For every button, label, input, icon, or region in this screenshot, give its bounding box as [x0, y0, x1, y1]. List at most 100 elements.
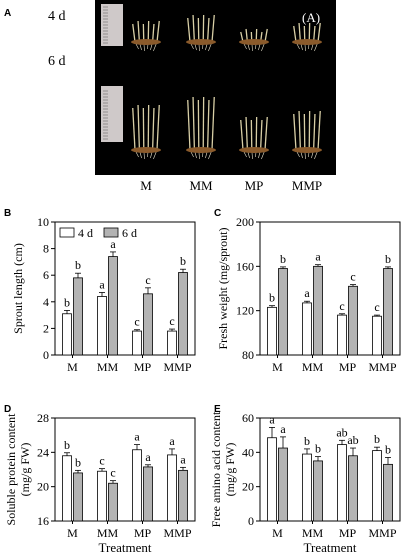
- x-axis-label: Treatment: [99, 540, 152, 554]
- significance-letter: b: [269, 291, 275, 305]
- sprout-seeds: [186, 147, 216, 153]
- sprout-seeds: [292, 39, 322, 45]
- bar: [74, 473, 83, 521]
- bar: [279, 269, 288, 355]
- bar: [338, 315, 347, 355]
- significance-letter: b: [75, 455, 81, 469]
- bar: [303, 303, 312, 355]
- bar: [144, 294, 153, 355]
- bar: [98, 471, 107, 521]
- x-tick-label: M: [272, 360, 283, 374]
- y-tick-label: 160: [236, 259, 254, 273]
- day-label-6d: 6 d: [48, 54, 66, 69]
- legend-swatch: [104, 228, 118, 237]
- significance-letter: c: [145, 273, 150, 287]
- significance-letter: c: [374, 300, 379, 314]
- ruler-bottom: [101, 86, 123, 142]
- bar: [314, 461, 323, 521]
- sprout-seeds: [186, 39, 216, 45]
- bar: [349, 456, 358, 521]
- y-tick-label: 20: [37, 480, 49, 494]
- panel-letter-d: D: [4, 404, 11, 415]
- y-tick-label: 200: [236, 215, 254, 229]
- significance-letter: a: [304, 286, 310, 300]
- photo-treatment-label-mm: MM: [189, 178, 213, 193]
- significance-letter: b: [385, 442, 391, 456]
- y-tick-label: 2: [43, 321, 49, 335]
- panel-letter-a: A: [4, 8, 11, 19]
- x-axis-label: Treatment: [304, 540, 357, 554]
- x-tick-label: MM: [97, 360, 119, 374]
- significance-letter: b: [280, 252, 286, 266]
- significance-letter: b: [385, 252, 391, 266]
- bar: [384, 464, 393, 521]
- bar: [268, 438, 277, 521]
- x-tick-label: MP: [339, 360, 357, 374]
- y-tick-label: 8: [43, 242, 49, 256]
- x-tick-label: M: [272, 526, 283, 540]
- day-label-4d: 4 d: [48, 9, 66, 24]
- chart-panel-d: D 16 20 24 28 Soluble protein content(mg/g FW…: [4, 404, 195, 554]
- sprout-seeds: [239, 39, 269, 45]
- significance-letter: a: [110, 237, 116, 251]
- x-tick-label: MMP: [368, 526, 396, 540]
- bar: [338, 445, 347, 521]
- x-tick-label: MP: [134, 526, 152, 540]
- bar: [349, 286, 358, 355]
- significance-letter: c: [134, 315, 139, 329]
- significance-letter: c: [99, 454, 104, 468]
- legend-label: 4 d: [78, 226, 93, 240]
- bar: [109, 483, 118, 521]
- photo-treatment-label-mp: MP: [245, 178, 264, 193]
- bar: [373, 451, 382, 521]
- y-tick-label: 40: [242, 445, 254, 459]
- bar: [373, 316, 382, 355]
- panel-letter-b: B: [4, 208, 11, 219]
- y-axis-label: Free amino acid content: [209, 411, 223, 527]
- bar: [179, 273, 188, 355]
- significance-letter: a: [180, 452, 186, 466]
- x-tick-label: M: [67, 360, 78, 374]
- bar: [74, 278, 83, 355]
- y-tick-label: 16: [37, 514, 49, 528]
- bar: [133, 450, 142, 521]
- x-tick-label: MMP: [163, 526, 191, 540]
- significance-letter: ab: [336, 425, 347, 439]
- y-axis-label: Soluble protein content: [4, 413, 18, 526]
- x-tick-label: MP: [339, 526, 357, 540]
- y-tick-label: 120: [236, 304, 254, 318]
- y-tick-label: 24: [37, 445, 49, 459]
- y-axis-label: Sprout length (cm): [11, 243, 25, 334]
- bar: [133, 331, 142, 355]
- x-tick-label: MMP: [368, 360, 396, 374]
- photo-panel: A (A) 4 d 6 d M MM MP MMP: [4, 0, 336, 193]
- bar: [168, 331, 177, 355]
- significance-letter: ab: [347, 433, 358, 447]
- y-axis-label: Fresh weight (mg/sprout): [216, 228, 230, 350]
- panel-letter-c: C: [214, 208, 221, 219]
- bar: [63, 456, 72, 521]
- y-axis-label-units: (mg/g FW): [18, 443, 32, 497]
- bar: [268, 307, 277, 355]
- y-tick-label: 0: [43, 348, 49, 362]
- y-tick-label: 6: [43, 268, 49, 282]
- y-axis-label-units: (mg/g FW): [223, 443, 237, 497]
- significance-letter: a: [169, 434, 175, 448]
- photo-treatment-label-m: M: [140, 178, 152, 193]
- bar: [63, 314, 72, 355]
- y-tick-label: 60: [242, 411, 254, 425]
- x-tick-label: M: [67, 526, 78, 540]
- y-tick-label: 28: [37, 411, 49, 425]
- significance-letter: a: [315, 250, 321, 264]
- significance-letter: a: [134, 430, 140, 444]
- significance-letter: b: [64, 295, 70, 309]
- y-tick-label: 0: [248, 514, 254, 528]
- x-tick-label: MP: [134, 360, 152, 374]
- significance-letter: a: [280, 422, 286, 436]
